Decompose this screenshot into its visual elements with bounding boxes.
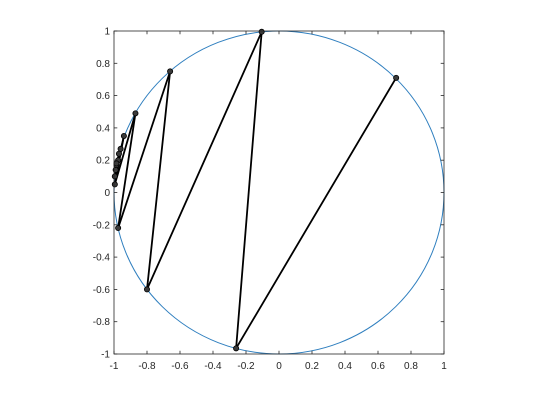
x-tick-label: -0.8 bbox=[138, 361, 156, 372]
iterate-segment bbox=[146, 70, 172, 291]
y-axis: -1 -0.8 -0.6 -0.4 -0.2 0 0.2 0.4 0.6 0.8 1 bbox=[93, 27, 444, 361]
x-tick-label: -0.6 bbox=[171, 361, 189, 372]
x-tick-label: 0.4 bbox=[338, 361, 352, 372]
x-tick-label: 0.6 bbox=[371, 361, 385, 372]
iterate-points-layer bbox=[111, 28, 400, 352]
y-tick-label: -0.4 bbox=[93, 253, 111, 264]
iterate-segment bbox=[113, 112, 137, 186]
y-tick-label: 1 bbox=[104, 27, 110, 38]
iterate-point bbox=[393, 74, 400, 81]
x-tick-label: -0.4 bbox=[204, 361, 222, 372]
x-tick-label: -1 bbox=[110, 361, 119, 372]
iterate-segment bbox=[117, 112, 137, 229]
y-tick-label: 0.6 bbox=[96, 91, 110, 102]
iterate-point bbox=[258, 28, 265, 35]
iterate-segment bbox=[235, 76, 398, 350]
iterate-point bbox=[233, 345, 240, 352]
iterate-segment bbox=[117, 70, 172, 229]
iterate-path-layer bbox=[113, 30, 398, 350]
y-tick-label: 0.2 bbox=[96, 156, 110, 167]
y-tick-label: -1 bbox=[101, 350, 110, 361]
y-tick-label: 0.8 bbox=[96, 59, 110, 70]
x-tick-label: 0.8 bbox=[404, 361, 418, 372]
iterate-point bbox=[143, 286, 150, 293]
y-tick-label: -0.2 bbox=[93, 220, 111, 231]
iterate-segment bbox=[146, 30, 263, 291]
y-tick-label: 0.4 bbox=[96, 123, 110, 134]
iterate-point bbox=[132, 110, 139, 117]
iterate-point bbox=[111, 173, 118, 180]
iterate-segment bbox=[235, 30, 263, 350]
iterate-point bbox=[115, 225, 122, 232]
y-tick-label: -0.6 bbox=[93, 285, 111, 296]
iterate-point bbox=[115, 150, 122, 157]
x-tick-label: -0.2 bbox=[237, 361, 255, 372]
iterate-point bbox=[120, 132, 127, 139]
x-axis: -1 -0.8 -0.6 -0.4 -0.2 0 0.2 0.4 0.6 0.8 1 bbox=[110, 31, 447, 372]
iterate-point bbox=[111, 181, 118, 188]
iterate-point bbox=[117, 145, 124, 152]
x-tick-label: 0 bbox=[276, 361, 282, 372]
y-tick-label: -0.8 bbox=[93, 317, 111, 328]
iterate-point bbox=[167, 68, 174, 75]
iterate-point bbox=[113, 160, 120, 167]
x-tick-label: 1 bbox=[441, 361, 447, 372]
x-tick-label: 0.2 bbox=[305, 361, 319, 372]
y-tick-label: 0 bbox=[104, 188, 110, 199]
